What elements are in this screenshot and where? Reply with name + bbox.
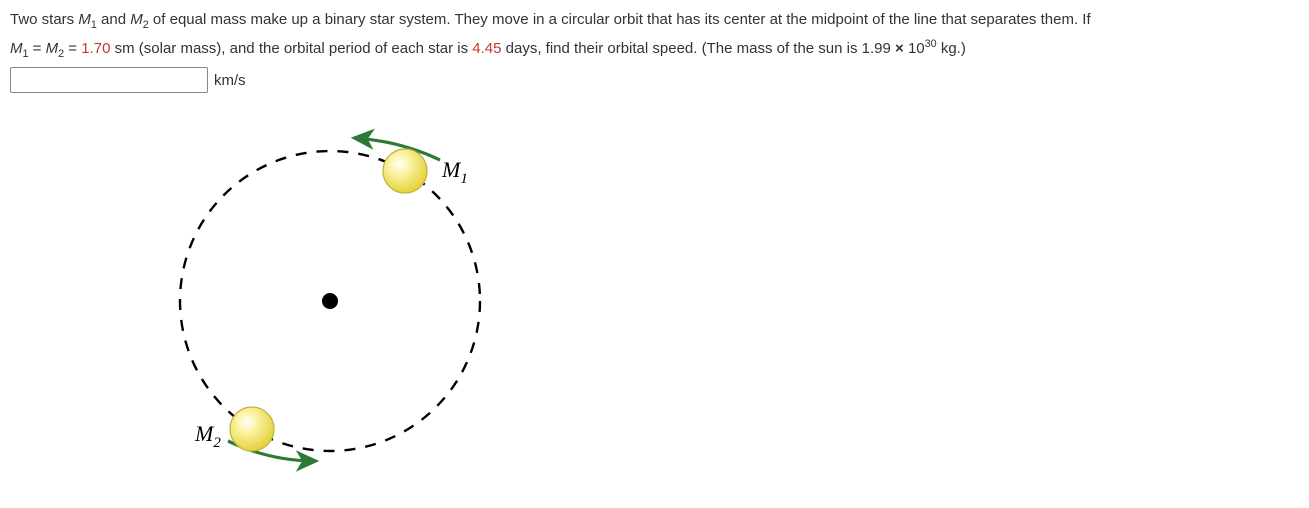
text-fragment: sm (solar mass), and the orbital period … [110,40,472,57]
label-m2: M2 [194,421,221,451]
answer-unit: km/s [214,72,246,89]
text-fragment: Two stars [10,11,78,28]
label-m1: M1 [441,157,468,187]
center-dot [322,293,338,309]
mass-value: 1.70 [81,40,110,57]
text-fragment: of equal mass make up a binary star syst… [149,11,1091,28]
text-fragment: 10 [904,40,925,57]
text-fragment: = [29,40,46,57]
period-value: 4.45 [472,40,501,57]
text-fragment: days, find their orbital speed. (The mas… [501,40,895,57]
text-fragment: kg.) [937,40,966,57]
exponent: 30 [925,38,937,50]
answer-input[interactable] [10,67,208,93]
star-m2 [230,407,274,451]
symbol-m1: M [78,11,91,28]
answer-row: km/s [10,67,1299,93]
text-fragment: = [64,40,81,57]
text-fragment: and [97,11,130,28]
symbol-m1: M [10,40,23,57]
symbol-m2: M [130,11,143,28]
symbol-m2: M [46,40,59,57]
times-symbol: × [895,40,904,57]
problem-statement: Two stars M1 and M2 of equal mass make u… [10,6,1299,63]
binary-orbit-figure: M1 M2 [140,111,1299,485]
star-m1 [383,149,427,193]
